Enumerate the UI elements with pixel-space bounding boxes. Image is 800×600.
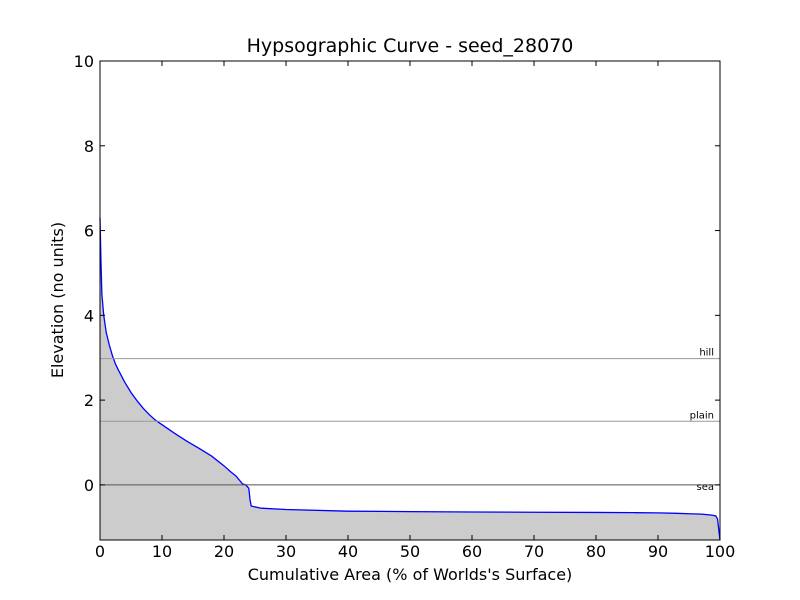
- plot-area: [99, 217, 721, 541]
- x-tick-label: 80: [586, 542, 606, 561]
- reference-label-sea: sea: [697, 482, 715, 493]
- x-tick-label: 100: [705, 542, 736, 561]
- x-tick-label: 70: [524, 542, 544, 561]
- reference-label-hill: hill: [699, 348, 714, 359]
- x-tick-label: 40: [338, 542, 358, 561]
- x-axis-label: Cumulative Area (% of Worlds's Surface): [248, 565, 573, 584]
- series-line: [99, 217, 721, 541]
- y-axis-label: Elevation (no units): [48, 222, 67, 378]
- axis-ticks: 0 10 20 30 40 50 60 70 80 90 100 0 2 4 6 8 10: [74, 52, 736, 561]
- chart-title: Hypsographic Curve - seed_28070: [247, 35, 574, 57]
- y-tick-label: 2: [84, 391, 94, 410]
- x-tick-label: 50: [400, 542, 420, 561]
- y-tick-label: 0: [84, 476, 94, 495]
- y-tick-label: 6: [84, 222, 94, 241]
- x-tick-label: 30: [276, 542, 296, 561]
- x-tick-label: 90: [648, 542, 668, 561]
- y-tick-label: 8: [84, 137, 94, 156]
- x-tick-label: 10: [152, 542, 172, 561]
- x-tick-label: 20: [214, 542, 234, 561]
- area-fill: [100, 217, 720, 540]
- reference-lines: hill plain sea: [100, 348, 720, 493]
- reference-label-plain: plain: [690, 410, 714, 421]
- y-tick-label: 10: [74, 52, 94, 71]
- x-tick-label: 0: [95, 542, 105, 561]
- x-tick-label: 60: [462, 542, 482, 561]
- y-tick-label: 4: [84, 306, 94, 325]
